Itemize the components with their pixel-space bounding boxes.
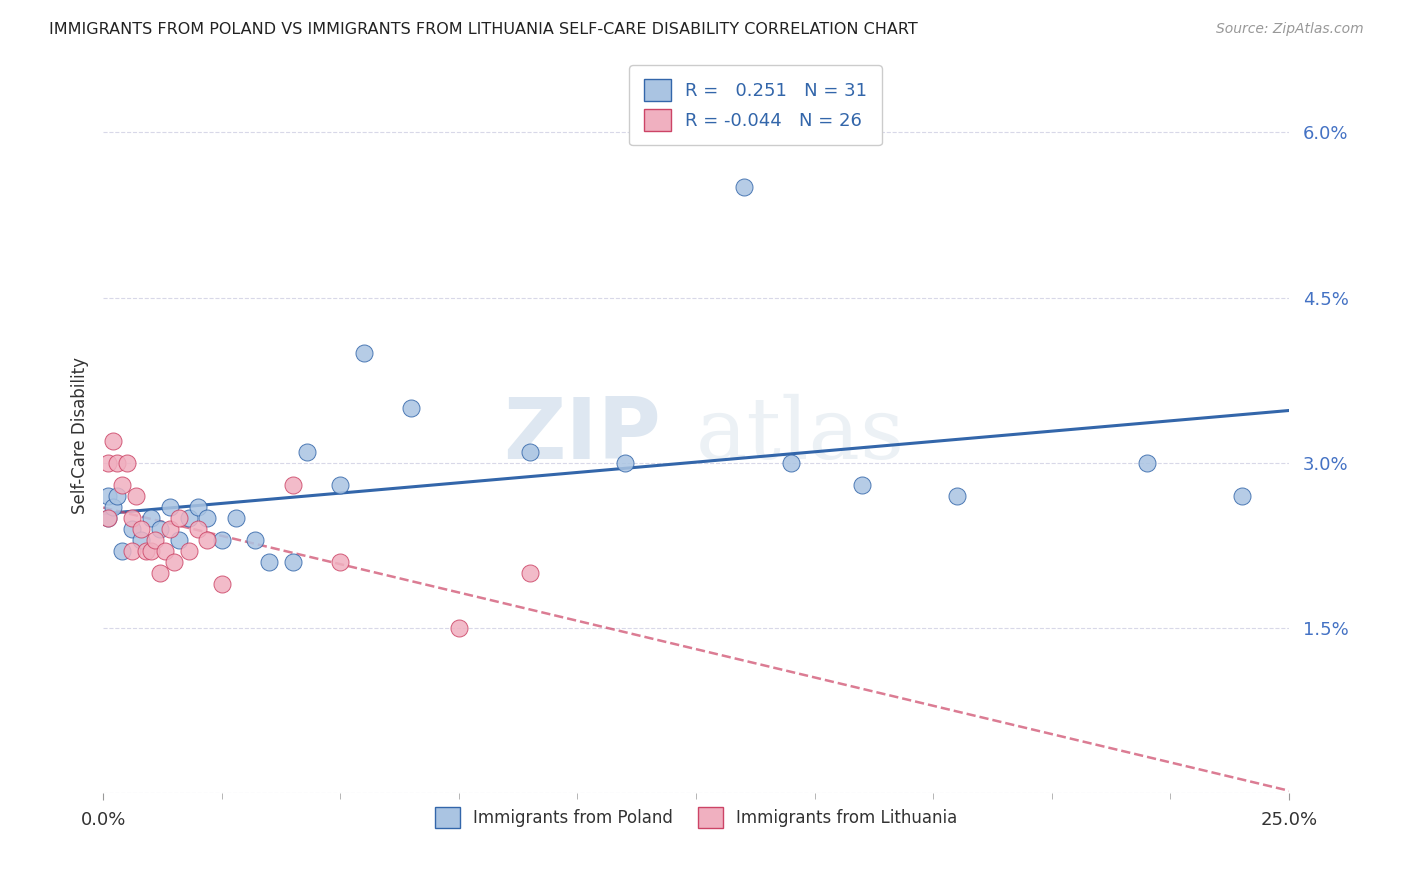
Point: [946, 489, 969, 503]
Point: [125, 489, 148, 503]
Point: [519, 444, 541, 458]
Point: [139, 543, 162, 558]
Point: [105, 456, 128, 470]
Point: [613, 456, 636, 470]
Point: [211, 533, 233, 547]
Point: [111, 477, 134, 491]
Point: [101, 500, 124, 514]
Y-axis label: Self-Care Disability: Self-Care Disability: [72, 357, 89, 514]
Point: [197, 510, 219, 524]
Point: [329, 477, 352, 491]
Legend: Immigrants from Poland, Immigrants from Lithuania: Immigrants from Poland, Immigrants from …: [427, 801, 965, 834]
Point: [177, 543, 200, 558]
Point: [519, 566, 541, 580]
Point: [1136, 456, 1159, 470]
Point: [197, 533, 219, 547]
Text: Source: ZipAtlas.com: Source: ZipAtlas.com: [1216, 22, 1364, 37]
Point: [143, 533, 166, 547]
Point: [401, 401, 423, 415]
Point: [177, 510, 200, 524]
Point: [159, 500, 181, 514]
Point: [97, 510, 120, 524]
Point: [149, 522, 172, 536]
Point: [163, 555, 186, 569]
Point: [780, 456, 803, 470]
Point: [121, 543, 143, 558]
Point: [149, 566, 172, 580]
Point: [225, 510, 247, 524]
Point: [129, 522, 152, 536]
Point: [257, 555, 280, 569]
Point: [167, 533, 190, 547]
Point: [139, 510, 162, 524]
Point: [135, 543, 157, 558]
Point: [129, 533, 152, 547]
Point: [281, 477, 304, 491]
Point: [295, 444, 318, 458]
Point: [167, 510, 190, 524]
Point: [159, 522, 181, 536]
Point: [153, 543, 176, 558]
Point: [101, 434, 124, 448]
Text: atlas: atlas: [696, 393, 905, 476]
Point: [105, 489, 128, 503]
Point: [353, 345, 375, 359]
Point: [281, 555, 304, 569]
Point: [447, 621, 470, 635]
Point: [851, 477, 873, 491]
Point: [243, 533, 266, 547]
Point: [733, 180, 755, 194]
Text: ZIP: ZIP: [503, 393, 661, 476]
Text: IMMIGRANTS FROM POLAND VS IMMIGRANTS FROM LITHUANIA SELF-CARE DISABILITY CORRELA: IMMIGRANTS FROM POLAND VS IMMIGRANTS FRO…: [49, 22, 918, 37]
Point: [187, 500, 209, 514]
Point: [211, 576, 233, 591]
Point: [329, 555, 352, 569]
Point: [111, 543, 134, 558]
Point: [121, 510, 143, 524]
Point: [97, 456, 120, 470]
Point: [97, 489, 120, 503]
Point: [97, 510, 120, 524]
Point: [187, 522, 209, 536]
Point: [121, 522, 143, 536]
Point: [115, 456, 138, 470]
Point: [1230, 489, 1253, 503]
